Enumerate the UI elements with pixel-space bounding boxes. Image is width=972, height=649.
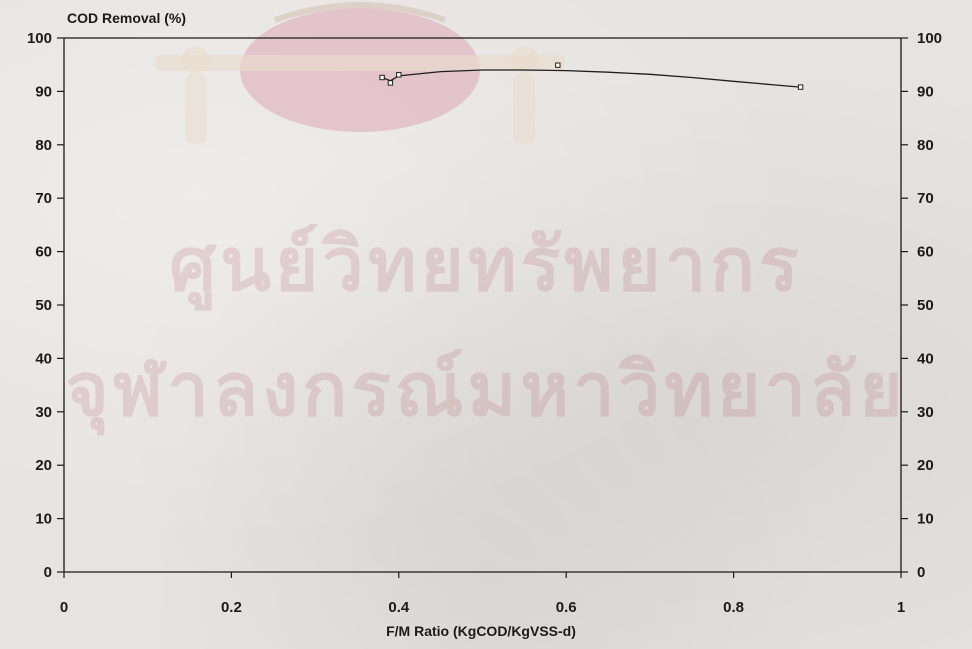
y-tick-label-left: 60: [35, 244, 52, 261]
points-layer: [379, 62, 804, 90]
y-tick-label-right: 30: [917, 404, 934, 421]
y-tick-label-right: 70: [917, 190, 934, 207]
x-tick-label: 0.6: [556, 599, 577, 616]
data-point-marker: [555, 62, 561, 68]
y-tick-label-left: 0: [44, 564, 52, 581]
y-tick-label-left: 80: [35, 137, 52, 154]
x-tick-label: 1: [897, 599, 905, 616]
data-point-marker: [379, 74, 385, 81]
x-tick-label: 0.4: [388, 599, 410, 616]
y-tick-label-right: 60: [917, 244, 934, 261]
watermark-text-line-2: จุฬาลงกรณ์มหาวิทยาลัย: [65, 347, 907, 433]
watermark-text-line-1: ศูนย์วิทยทรัพยากร: [169, 222, 803, 308]
x-tick-label: 0.2: [221, 599, 242, 616]
data-point-marker: [387, 80, 394, 86]
y-tick-label-left: 100: [27, 30, 52, 47]
y-tick-label-left: 90: [35, 83, 52, 100]
y-tick-label-right: 20: [917, 457, 934, 474]
y-tick-label-left: 30: [35, 404, 52, 421]
y-tick-label-right: 0: [917, 564, 925, 581]
y-tick-label-right: 80: [917, 137, 934, 154]
x-tick-label: 0: [60, 599, 68, 616]
y-tick-label-right: 90: [917, 83, 934, 100]
y-tick-label-left: 40: [35, 350, 52, 367]
data-point-marker: [797, 84, 804, 90]
axes-layer: [63, 37, 902, 573]
y-tick-label-right: 50: [917, 297, 934, 314]
curve-layer: [381, 69, 801, 88]
y-tick-label-right: 100: [917, 30, 942, 47]
y-tick-label-left: 20: [35, 457, 52, 474]
x-tick-label: 0.8: [723, 599, 744, 616]
y-tick-label-right: 10: [917, 511, 934, 528]
y-tick-label-left: 50: [35, 297, 52, 314]
y-tick-label-right: 40: [917, 350, 934, 367]
university-emblem-watermark: [155, 2, 565, 144]
x-axis-title: F/M Ratio (KgCOD/KgVSS-d): [386, 623, 576, 639]
cod-removal-curve: [381, 69, 801, 88]
data-point-marker: [396, 72, 402, 78]
y-tick-label-left: 70: [35, 190, 52, 207]
y-tick-label-left: 10: [35, 511, 52, 528]
y-axis-title: COD Removal (%): [67, 10, 186, 26]
